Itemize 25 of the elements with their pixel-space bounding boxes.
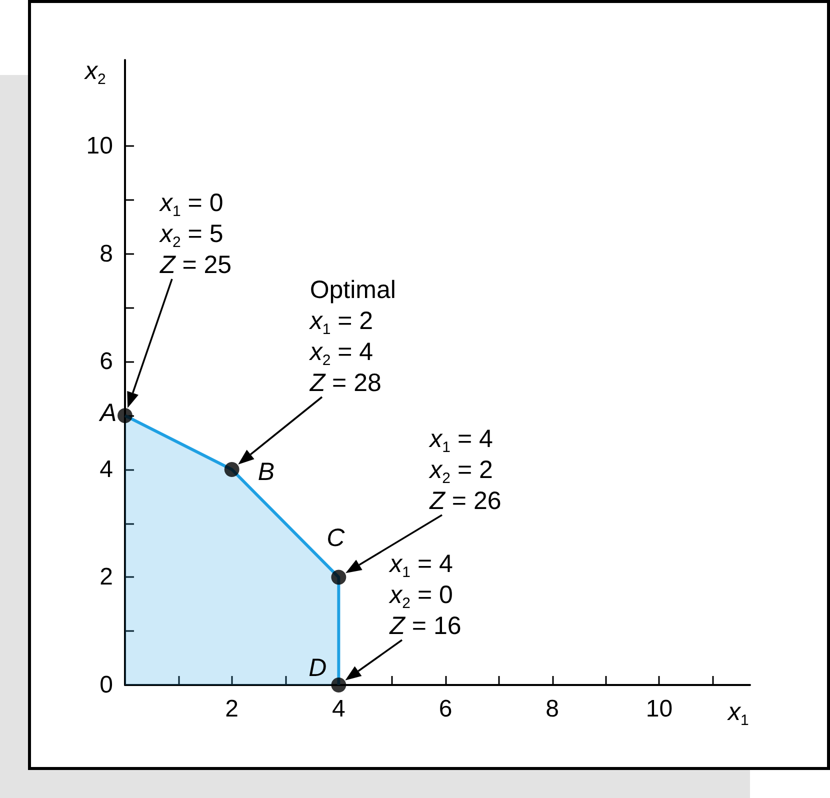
y-tick-label: 2: [100, 564, 113, 591]
annotation: B: [258, 458, 275, 486]
annotation: D: [308, 654, 327, 682]
y-tick-label: 10: [86, 132, 113, 160]
annotation: x$_{1}$ = 4 x$_{2}$ = 2 Z = 26: [430, 424, 502, 518]
point: [118, 408, 132, 424]
point: [224, 462, 240, 477]
x-tick-label: 8: [546, 696, 560, 722]
y-tick-label: 6: [100, 348, 113, 376]
x-tick-label: 10: [646, 696, 673, 722]
point: [331, 570, 346, 585]
x-tick-label: 2: [225, 696, 239, 722]
x-tick-label: 4: [332, 696, 346, 722]
annotation: C: [326, 524, 345, 552]
annotation: A: [100, 398, 117, 427]
annotation: x$_{1}$ = 4 x$_{2}$ = 0 Z = 16: [390, 549, 462, 642]
y-tick-label: 4: [100, 456, 113, 483]
point: [331, 678, 346, 692]
x-axis-title: x$_{1}$: [728, 698, 749, 729]
y-tick-label: 8: [100, 240, 113, 268]
annotation: x$_{1}$ = 0 x$_{2}$ = 5 Z = 25: [160, 188, 232, 281]
y-axis-title: x$_{2}$: [85, 57, 106, 88]
y-tick-label: 0: [100, 672, 113, 698]
x-tick-label: 6: [438, 696, 452, 722]
text: Optimal x$_{1}$ = 2 x$_{2}$ = 4 Z = 28: [310, 276, 396, 398]
